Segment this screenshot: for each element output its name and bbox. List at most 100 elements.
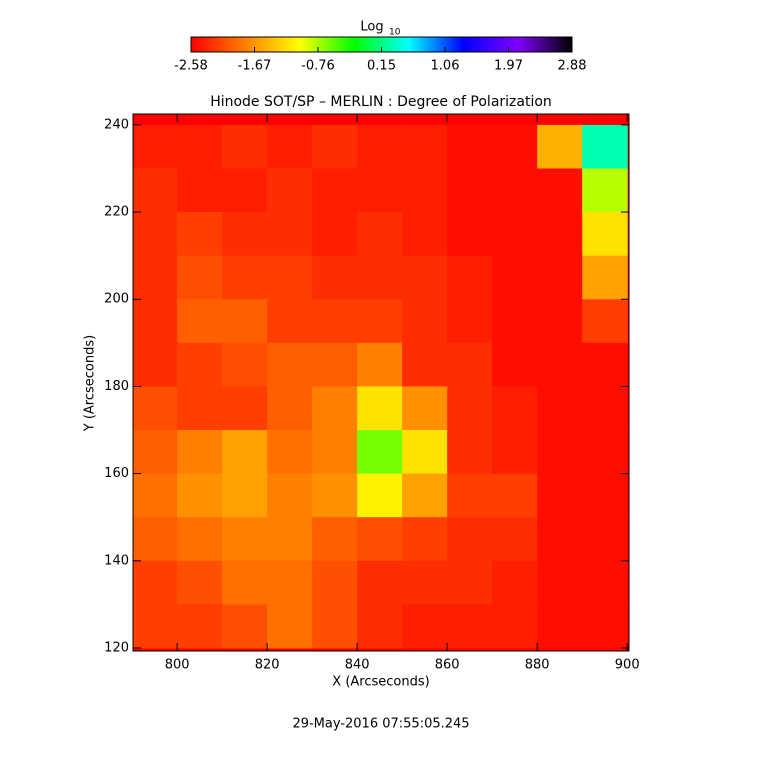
heatmap-cell [402,604,448,649]
y-tick-label: 180 [104,379,129,394]
heatmap-cell [267,604,313,649]
heatmap-cell [492,386,538,431]
y-tick-label: 160 [104,466,129,481]
heatmap-cell [312,168,358,213]
heatmap-cell [267,212,313,257]
heatmap-cell [133,473,178,518]
heatmap-cell [537,386,583,431]
heatmap-cell [582,168,628,213]
x-tick-label: 820 [255,658,280,673]
heatmap-cell [133,212,178,257]
heatmap-cell [537,342,583,387]
heatmap-cell [177,168,223,213]
heatmap-cell [537,517,583,562]
heatmap-cell [447,342,493,387]
heatmap-cell [357,604,403,649]
heatmap-cell [582,299,628,344]
heatmap-cell [402,299,448,344]
heatmap-cell [447,212,493,257]
heatmap-cell [177,517,223,562]
heatmap-cell [537,124,583,169]
heatmap-cell [267,168,313,213]
heatmap-cell [402,473,448,518]
heatmap-cell [222,168,268,213]
heatmap-cell [357,124,403,169]
heatmap-cell [492,473,538,518]
heatmap-cell [312,386,358,431]
heatmap-cell [267,299,313,344]
heatmap-cell [582,430,628,475]
colorbar-tick-label: 2.88 [558,59,587,74]
x-tick-label: 800 [165,658,190,673]
heatmap-cell [177,212,223,257]
y-tick-label: 200 [104,292,129,307]
heatmap-cell [402,124,448,169]
heatmap-cell [222,212,268,257]
heatmap-cell [222,124,268,169]
colorbar-label: Log [360,20,383,35]
heatmap-cell [492,604,538,649]
colorbar-tick-label: 1.97 [494,59,523,74]
y-tick-label: 140 [104,553,129,568]
heatmap-cell [537,168,583,213]
heatmap-cell [402,168,448,213]
plot-frame [132,113,630,652]
heatmap-cell [222,386,268,431]
heatmap-cell [312,604,358,649]
heatmap-cell [133,517,178,562]
heatmap-cell [582,604,628,649]
heatmap-cell [447,386,493,431]
heatmap-cell [402,430,448,475]
heatmap-cell [492,430,538,475]
heatmap-cell [267,342,313,387]
heatmap-cell [357,299,403,344]
heatmap-cell [492,255,538,300]
heatmap-cell [357,212,403,257]
heatmap-cell [357,473,403,518]
heatmap-cell [177,473,223,518]
heatmap-cell [267,255,313,300]
heatmap-cell [133,168,178,213]
heatmap-cell [177,342,223,387]
heatmap-cell [267,517,313,562]
heatmap-cell [177,124,223,169]
heatmap-cell [267,386,313,431]
heatmap-cell [447,168,493,213]
y-tick-label: 120 [104,640,129,655]
heatmap-cell [267,560,313,605]
colorbar-tick-label: -1.67 [238,59,272,74]
heatmap-cell [402,212,448,257]
heatmap-cell [537,299,583,344]
heatmap-cell [222,560,268,605]
heatmap-cell [447,473,493,518]
heatmap-cell [312,342,358,387]
heatmap-cell [582,124,628,169]
heatmap-cell [267,124,313,169]
x-tick-label: 840 [345,658,370,673]
heatmap-cell [222,430,268,475]
heatmap-cell [492,168,538,213]
heatmap-cell [492,517,538,562]
heatmap-cell [402,560,448,605]
heatmap-cell [447,255,493,300]
heatmap-cell [133,430,178,475]
heatmap-cell [402,342,448,387]
heatmap-cell [312,430,358,475]
heatmap-cell [133,386,178,431]
footer-date: 29-May-2016 07:55:05.245 [292,717,469,732]
heatmap-cell [492,124,538,169]
heatmap-cell [177,560,223,605]
heatmap-cell [357,168,403,213]
heatmap-cell [447,299,493,344]
heatmap-cell [312,473,358,518]
heatmap-cell [537,473,583,518]
heatmap-cell [222,299,268,344]
heatmap-cell [357,517,403,562]
heatmap-cell [267,473,313,518]
heatmap-cell [357,342,403,387]
heatmap-cell [177,255,223,300]
heatmap-cell [133,342,178,387]
heatmap-cell [222,517,268,562]
heatmap-cell [177,604,223,649]
